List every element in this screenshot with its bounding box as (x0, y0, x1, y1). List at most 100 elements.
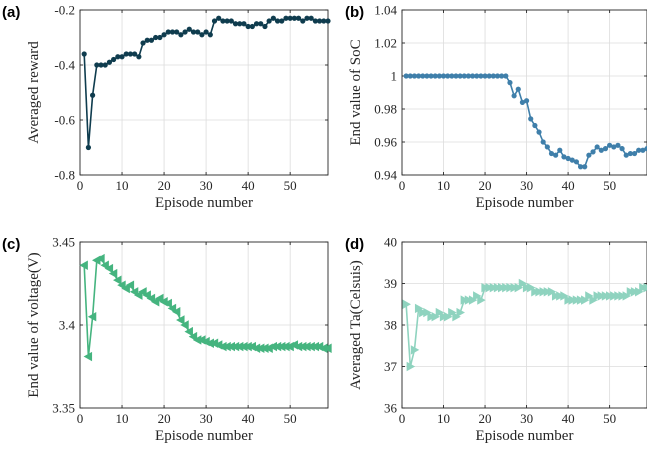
data-point (300, 18, 306, 24)
x-tick-label: 20 (479, 411, 492, 426)
data-point (140, 40, 146, 46)
data-point (108, 268, 118, 279)
data-point (532, 122, 538, 129)
x-tick-label: 50 (284, 178, 297, 193)
data-point (560, 291, 569, 301)
data-point (590, 149, 596, 155)
axes-box (401, 9, 647, 176)
data-point (266, 18, 272, 24)
panel-label: (d) (345, 236, 364, 253)
data-point (544, 144, 550, 150)
x-axis-label: Episode number (155, 428, 253, 444)
data-point (589, 295, 598, 305)
data-point (493, 282, 503, 293)
x-tick-label: 20 (158, 411, 171, 426)
data-point (228, 18, 234, 24)
data-point (622, 291, 632, 301)
data-point (522, 282, 532, 293)
y-tick-label: 40 (384, 235, 397, 250)
data-point (597, 291, 607, 301)
x-tick-label: 20 (479, 178, 492, 193)
data-point (119, 54, 125, 60)
data-point (481, 282, 490, 293)
data-point (585, 291, 594, 301)
data-point (576, 295, 586, 305)
data-point (582, 164, 588, 170)
data-point (155, 293, 164, 304)
panel-b: 0 10 20 30 40 50 0.94 0.96 0.98 1 1.02 1.04 Episode … (345, 3, 647, 211)
data-point (125, 280, 135, 290)
x-tick-label: 0 (77, 411, 84, 426)
data-point (618, 291, 627, 301)
data-point (419, 307, 428, 318)
data-point (323, 343, 332, 353)
data-point (178, 32, 184, 38)
panel-a: 0 10 20 30 40 50 -0.8 -0.6 -0.4 -0.2 Episode numbe… (2, 3, 331, 211)
data-point (211, 18, 218, 24)
data-point (241, 21, 247, 27)
data-point (581, 295, 590, 305)
x-axis-label: Episode number (476, 428, 574, 444)
x-tick-label: 30 (200, 411, 213, 426)
panel-label: (a) (2, 4, 20, 21)
data-point (602, 146, 609, 152)
x-tick-label: 30 (520, 411, 533, 426)
x-tick-label: 40 (562, 411, 575, 426)
data-point (203, 29, 209, 35)
data-point (510, 282, 519, 293)
data-point (410, 345, 420, 355)
data-point (100, 260, 109, 270)
data-point (262, 23, 268, 30)
x-tick-label: 50 (603, 178, 616, 193)
data-point (502, 282, 511, 293)
data-point (104, 263, 114, 274)
x-tick-label: 30 (200, 178, 213, 193)
data-point (96, 253, 105, 264)
data-point (136, 54, 142, 60)
data-point (258, 21, 264, 27)
data-point (308, 15, 314, 21)
data-point (515, 86, 521, 92)
x-tick-label: 10 (437, 178, 450, 193)
data-point (113, 275, 122, 285)
data-point (279, 18, 285, 24)
y-tick-label: -0.6 (54, 113, 75, 128)
data-point (216, 15, 222, 21)
data-point (452, 311, 461, 322)
data-point (270, 15, 276, 21)
data-point (539, 287, 549, 297)
x-tick-label: 0 (77, 178, 84, 193)
y-tick-label: 3.35 (52, 401, 75, 416)
x-tick-label: 40 (242, 178, 255, 193)
data-point (186, 26, 192, 32)
data-point (87, 311, 97, 322)
data-point (182, 29, 188, 35)
data-point (439, 311, 449, 322)
data-point (528, 116, 534, 122)
y-tick-label: -0.8 (54, 168, 75, 183)
data-point (148, 37, 155, 43)
data-point (150, 297, 160, 307)
axes-box (79, 9, 329, 176)
data-point (593, 291, 602, 301)
data-point (207, 32, 213, 38)
x-tick-label: 40 (242, 411, 255, 426)
data-point (626, 287, 636, 297)
data-point (503, 73, 509, 79)
data-point (81, 51, 87, 57)
x-axis-label: Episode number (155, 195, 253, 211)
data-point (535, 287, 544, 297)
data-point (102, 62, 108, 68)
data-point (184, 326, 193, 337)
data-point (619, 146, 625, 152)
x-tick-label: 0 (399, 178, 406, 193)
data-point (630, 287, 640, 297)
data-point (514, 282, 524, 293)
data-point (444, 311, 453, 322)
data-point (132, 51, 138, 57)
data-point (485, 282, 495, 293)
y-tick-label: 1.04 (374, 3, 397, 18)
data-point (448, 307, 457, 318)
y-tick-label: 37 (384, 359, 398, 374)
y-axis-label: Averaged reward (26, 41, 42, 144)
